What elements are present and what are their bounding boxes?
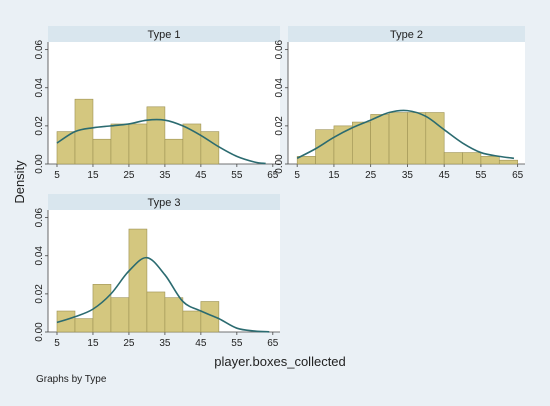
- histogram-bar: [200, 131, 220, 165]
- histogram-bar: [480, 156, 500, 165]
- panel-title: Type 2: [390, 29, 423, 41]
- y-tick-label: 0.04: [34, 246, 45, 266]
- panel-title: Type 3: [147, 197, 180, 209]
- histogram-bar: [128, 228, 148, 333]
- x-tick-label: 25: [365, 170, 377, 181]
- y-tick-label: 0.02: [34, 116, 45, 136]
- x-tick-label: 55: [231, 338, 243, 349]
- density-curve: [56, 256, 270, 333]
- x-tick-label: 65: [512, 170, 524, 181]
- histogram-bar: [146, 106, 166, 165]
- panels: Type 10.000.020.040.065 15 25 35 45 55 65Type …: [34, 26, 525, 349]
- x-tick-label: 25: [123, 170, 135, 181]
- y-tick-label: 0.02: [34, 284, 45, 304]
- histogram-bar: [92, 138, 112, 165]
- x-tick-label: 15: [87, 338, 99, 349]
- x-tick-label: 65: [267, 170, 279, 181]
- x-tick-label: 5: [294, 170, 300, 181]
- x-axis-label: player.boxes_collected: [214, 354, 346, 369]
- histogram-bar: [425, 112, 445, 165]
- x-tick-label: 45: [195, 170, 207, 181]
- histogram-bar: [352, 121, 371, 165]
- density-curve: [296, 109, 515, 160]
- x-tick-label: 35: [159, 170, 171, 181]
- x-tick-label: 15: [328, 170, 340, 181]
- x-tick-label: 55: [475, 170, 487, 181]
- x-tick-label: 5: [54, 338, 60, 349]
- histogram-bar: [164, 138, 184, 165]
- histogram-bar: [443, 152, 463, 165]
- x-tick-label: 35: [402, 170, 414, 181]
- histogram-bar: [128, 123, 148, 165]
- x-tick-label: 35: [159, 338, 171, 349]
- panel-type-2: Type 2 0.00 0.02 0.04 0.06 5 15 25 35 45 55 65: [274, 26, 525, 181]
- y-tick-label: 0.00: [34, 154, 45, 174]
- histogram-bar: [388, 112, 408, 165]
- histogram-bar: [370, 114, 390, 165]
- histogram-bar: [182, 310, 202, 333]
- y-tick-label: 0.00: [34, 322, 45, 342]
- x-tick-label: 45: [439, 170, 451, 181]
- histogram-bar: [110, 297, 130, 333]
- panel-title: Type 1: [147, 29, 180, 41]
- histogram-bar: [110, 123, 130, 165]
- x-tick-label: 45: [195, 338, 207, 349]
- x-tick-label: 25: [123, 338, 135, 349]
- x-tick-label: 65: [267, 338, 279, 349]
- panel-strip: [48, 26, 280, 42]
- histogram-bar: [462, 152, 482, 165]
- panel-strip: [288, 26, 525, 42]
- histogram-bar: [74, 98, 94, 165]
- panel-type-3: Type 3 0.00 0.02 0.04 0.06 5 15 25 35 45 55 65: [34, 194, 280, 349]
- x-tick-label: 15: [87, 170, 99, 181]
- y-tick-label: 0.06: [34, 39, 45, 59]
- x-tick-label: 55: [231, 170, 243, 181]
- y-tick-label: 0.06: [34, 207, 45, 227]
- y-axis-label: Density: [12, 160, 27, 204]
- panel-strip: [48, 194, 280, 210]
- density-curve: [56, 118, 266, 165]
- y-tick-label: 0.04: [274, 78, 285, 98]
- graphs-by-note: Graphs by Type: [36, 374, 107, 385]
- histogram-bar: [498, 159, 518, 165]
- histogram-bar: [407, 112, 427, 165]
- x-tick-label: 5: [54, 170, 60, 181]
- y-tick-label: 0.00: [274, 154, 285, 174]
- histogram-bar: [200, 301, 220, 333]
- panel-type-1: Type 1 0.00 0.02 0.04 0.06 5 15 25 35 45 55 65: [34, 26, 280, 181]
- histogram-bar: [74, 318, 94, 333]
- histogram-bar: [164, 297, 184, 333]
- y-tick-label: 0.06: [274, 39, 285, 59]
- y-tick-label: 0.04: [34, 78, 45, 98]
- histogram-bar: [146, 291, 166, 333]
- y-tick-label: 0.02: [274, 116, 285, 136]
